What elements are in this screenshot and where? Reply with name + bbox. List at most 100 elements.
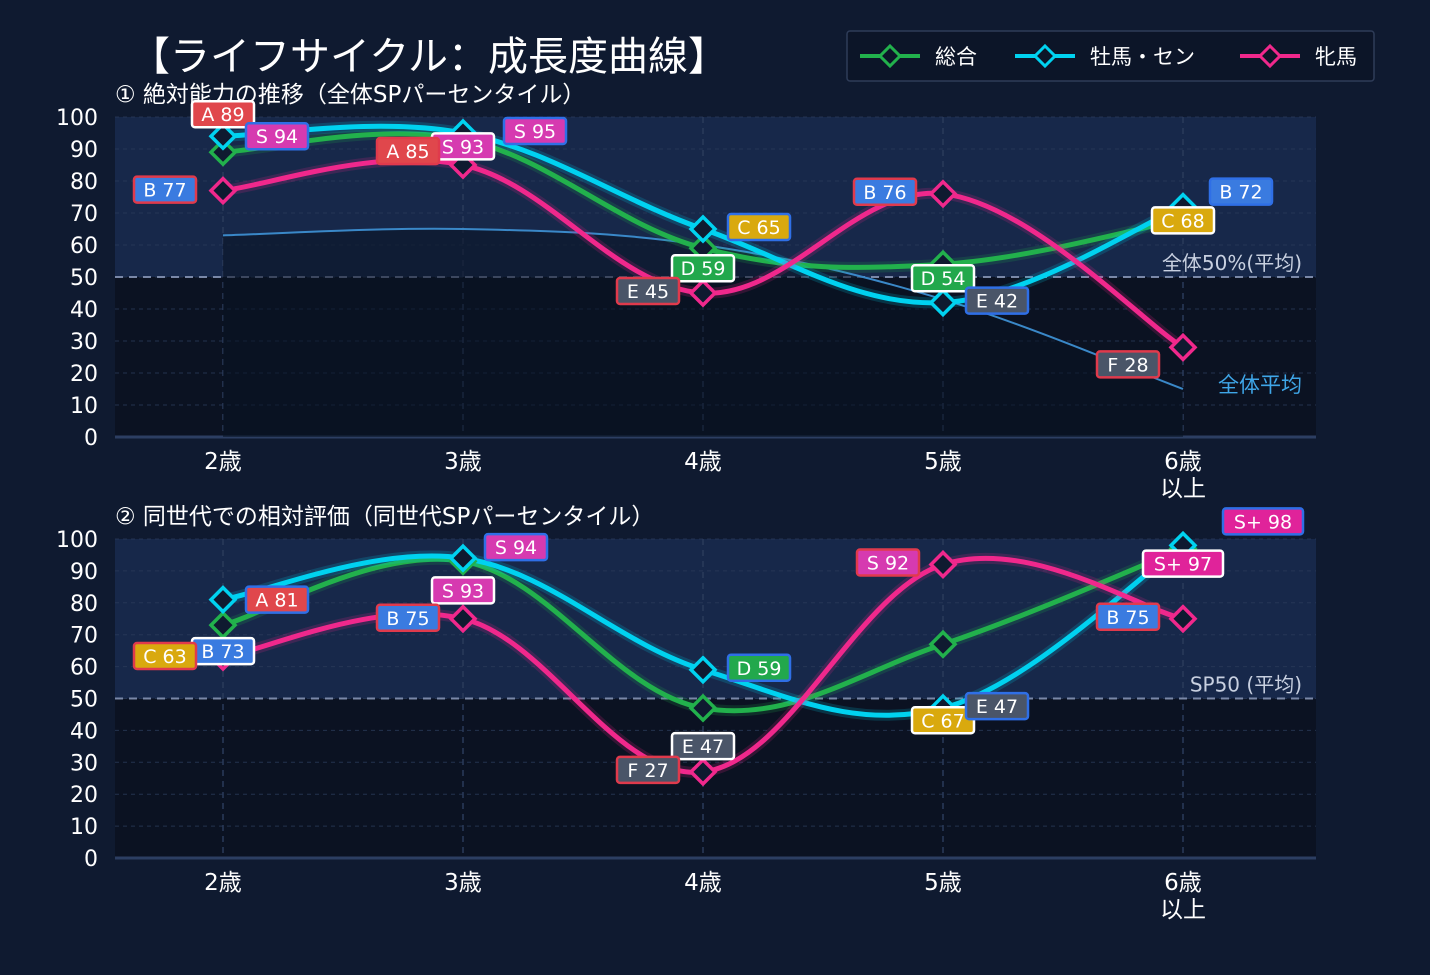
data-label-badge <box>1150 206 1216 235</box>
data-label: S 92 <box>855 548 921 577</box>
data-label-text: A 89 <box>201 104 244 126</box>
panel-subtitle: ② 同世代での相対評価（同世代SPパーセンタイル） <box>115 504 654 530</box>
y-tick-label: 100 <box>56 106 98 131</box>
data-label-text: E 47 <box>682 736 724 758</box>
reference-line-label: 全体50%(平均) <box>1162 251 1302 275</box>
data-label-badge <box>132 641 198 671</box>
data-point <box>208 176 238 206</box>
data-label: A 81 <box>244 585 310 614</box>
legend-label: 総合 <box>935 45 977 69</box>
data-label: C 67 <box>910 706 976 735</box>
data-point <box>208 121 238 151</box>
data-point <box>688 757 718 787</box>
data-label-badge <box>726 212 792 242</box>
data-point <box>448 604 478 634</box>
y-tick-label: 20 <box>70 362 98 387</box>
data-point <box>1168 332 1198 362</box>
data-label-text: S 94 <box>256 126 298 148</box>
data-label: B 75 <box>1095 602 1161 631</box>
data-label-text: S 93 <box>442 136 484 158</box>
data-label: E 42 <box>964 286 1030 315</box>
data-label: E 47 <box>964 691 1030 721</box>
data-label-badge <box>615 276 681 306</box>
data-label-badge <box>1221 507 1305 536</box>
legend-marker <box>877 43 903 69</box>
data-label-badge <box>483 532 549 562</box>
data-label-badge <box>375 136 441 166</box>
data-label: S 95 <box>502 116 568 146</box>
data-label: F 27 <box>615 755 681 785</box>
data-label: B 77 <box>132 175 198 204</box>
x-tick-label: 5歳 <box>924 449 962 475</box>
y-tick-label: 70 <box>70 624 98 649</box>
data-label: D 59 <box>670 253 736 283</box>
x-tick-label: 4歳 <box>684 449 722 475</box>
y-tick-label: 40 <box>70 719 98 744</box>
data-point <box>688 214 718 244</box>
data-point <box>688 693 718 723</box>
data-label-badge <box>1141 549 1225 578</box>
data-label-text: B 75 <box>386 608 429 630</box>
data-label: S 93 <box>430 576 496 605</box>
data-point <box>208 585 238 615</box>
data-label-text: E 47 <box>976 696 1018 718</box>
x-tick-label: 以上 <box>1160 476 1206 502</box>
data-label-badge <box>855 548 921 577</box>
data-label-badge <box>1095 350 1161 379</box>
average-area <box>223 228 1183 437</box>
y-tick-label: 60 <box>70 656 98 681</box>
data-point <box>928 550 958 579</box>
legend: 総合 牡馬・セン 牝馬 <box>846 30 1375 82</box>
data-label-badge <box>1095 602 1161 631</box>
data-label: D 59 <box>726 653 792 683</box>
y-tick-label: 90 <box>70 138 98 163</box>
data-label-text: D 54 <box>921 268 966 290</box>
legend-marker <box>1257 43 1283 69</box>
data-label-badge <box>910 263 976 293</box>
y-tick-label: 80 <box>70 592 98 617</box>
legend-box <box>846 30 1375 82</box>
data-point <box>688 278 718 308</box>
data-label-text: C 63 <box>143 646 186 668</box>
data-point <box>448 543 478 573</box>
data-label-badge <box>132 175 198 204</box>
legend-label: 牝馬 <box>1315 45 1357 69</box>
data-label-text: D 59 <box>681 258 726 280</box>
data-label-text: D 59 <box>737 658 782 680</box>
data-label-text: B 75 <box>1106 607 1149 629</box>
data-label-badge <box>670 731 736 761</box>
y-tick-label: 70 <box>70 202 98 227</box>
data-label-badge <box>244 585 310 614</box>
data-label-text: S 94 <box>495 537 537 559</box>
data-label-text: C 65 <box>737 217 780 239</box>
data-point <box>688 655 718 685</box>
data-label: S+ 97 <box>1141 549 1225 578</box>
data-label: E 47 <box>670 731 736 761</box>
data-label: A 89 <box>190 99 256 129</box>
data-label: F 28 <box>1095 350 1161 379</box>
data-label-text: B 77 <box>143 180 186 202</box>
x-tick-label: 3歳 <box>444 449 482 475</box>
data-label-text: B 76 <box>863 182 906 204</box>
data-label-text: S+ 97 <box>1154 554 1212 576</box>
legend-marker <box>1032 43 1058 69</box>
data-label-badge <box>502 116 568 146</box>
data-label: B 72 <box>1208 177 1274 206</box>
x-tick-label: 2歳 <box>204 870 242 896</box>
data-label-text: A 81 <box>255 590 298 612</box>
data-label-badge <box>726 653 792 683</box>
y-tick-label: 50 <box>70 266 98 291</box>
data-label: C 65 <box>726 212 792 242</box>
panel-subtitle: ① 絶対能力の推移（全体SPパーセンタイル） <box>115 82 585 108</box>
data-label-badge <box>964 286 1030 315</box>
y-tick-label: 80 <box>70 170 98 195</box>
data-label-text: S 93 <box>442 580 484 602</box>
x-tick-label: 6歳 <box>1164 449 1202 475</box>
data-label: E 45 <box>615 276 681 306</box>
data-label: A 85 <box>375 136 441 166</box>
data-label-badge <box>190 99 256 129</box>
data-label-text: F 27 <box>627 760 668 782</box>
data-label: S 93 <box>430 132 496 161</box>
